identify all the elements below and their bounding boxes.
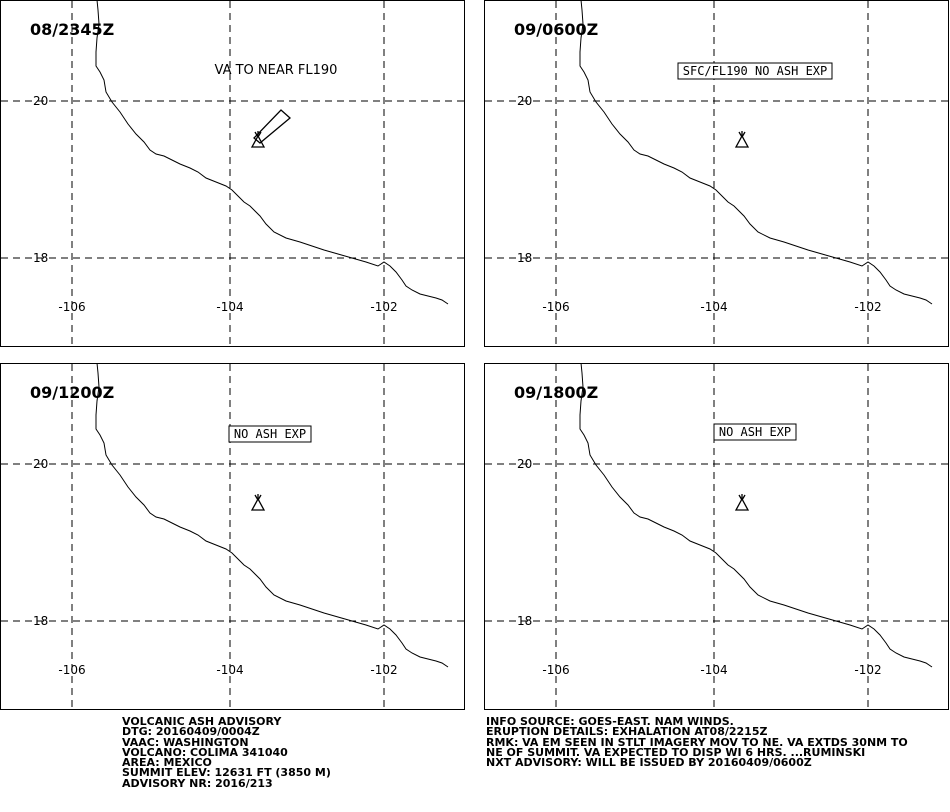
latitude-label: 18	[517, 614, 532, 628]
map-frame	[484, 363, 949, 710]
advisory-line: VOLCANIC ASH ADVISORY	[122, 715, 282, 728]
panel-time-title: 09/1200Z	[30, 383, 114, 402]
advisory-line: ERUPTION DETAILS: EXHALATION AT08/2215Z	[486, 725, 768, 739]
panel-time-title: 09/1800Z	[514, 383, 598, 402]
longitude-label: -104	[700, 663, 727, 677]
volcano-icon	[250, 494, 266, 511]
map-frame	[0, 0, 465, 347]
longitude-label: -104	[216, 663, 243, 677]
advisory-line: NE OF SUMMIT. VA EXPECTED TO DISP WI 6 H…	[486, 745, 866, 759]
latitude-label: 20	[517, 94, 532, 108]
longitude-label: -106	[542, 663, 569, 677]
latitude-label: 18	[517, 251, 532, 265]
advisory-info-left: VOLCANIC ASH ADVISORY DTG: 20160409/0004Z…	[122, 715, 331, 790]
map-canvas: 20 18 -106 -104 -102 09/1800Z NO ASH EXP	[484, 362, 949, 710]
forecast-note: NO ASH EXP	[719, 425, 791, 439]
map-frame	[484, 0, 949, 347]
coastline	[579, 0, 933, 305]
longitude-label: -104	[700, 300, 727, 314]
coastline	[95, 0, 449, 305]
panel-time-title: 08/2345Z	[30, 20, 114, 39]
advisory-line: ADVISORY NR: 2016/213	[122, 776, 273, 790]
longitude-label: -102	[370, 300, 397, 314]
coastline	[579, 362, 933, 668]
forecast-note: SFC/FL190 NO ASH EXP	[683, 64, 828, 78]
advisory-line: INFO SOURCE: GOES-EAST. NAM WINDS.	[486, 715, 734, 728]
panel-fcst-06: 20 18 -106 -104 -102 09/0600Z SFC/FL190 NO ASH…	[484, 0, 949, 347]
advisory-line: VOLCANO: COLIMA 341040	[122, 745, 288, 759]
coastline	[95, 362, 449, 668]
volcano-icon	[734, 131, 750, 148]
longitude-label: -102	[854, 663, 881, 677]
latitude-label: 18	[33, 251, 48, 265]
forecast-note: VA TO NEAR FL190	[215, 63, 338, 78]
panel-fcst-12: 20 18 -106 -104 -102 09/1200Z NO ASH EXP	[0, 362, 465, 710]
latitude-label: 18	[33, 614, 48, 628]
latitude-label: 20	[33, 94, 48, 108]
longitude-label: -106	[58, 663, 85, 677]
panel-obs: 20 18 -106 -104 -102 08/2345Z VA TO NEAR FL190	[0, 0, 465, 347]
advisory-info-right: INFO SOURCE: GOES-EAST. NAM WINDS. ERUPTI…	[486, 715, 908, 770]
no-ash-note-box: NO ASH EXP	[713, 423, 797, 441]
longitude-label: -106	[58, 300, 85, 314]
forecast-note: NO ASH EXP	[234, 427, 306, 441]
no-ash-note-box: SFC/FL190 NO ASH EXP	[677, 62, 833, 80]
map-canvas: 20 18 -106 -104 -102 08/2345Z VA TO NEAR FL190	[0, 0, 465, 347]
advisory-line: RMK: VA EM SEEN IN STLT IMAGERY MOV TO N…	[486, 735, 908, 749]
ash-cloud-polygon	[253, 109, 291, 144]
latitude-label: 20	[33, 457, 48, 471]
panel-time-title: 09/0600Z	[514, 20, 598, 39]
volcano-icon	[250, 131, 266, 148]
advisory-line: NXT ADVISORY: WILL BE ISSUED BY 20160409…	[486, 756, 812, 770]
advisory-line: AREA: MEXICO	[122, 756, 212, 770]
longitude-label: -102	[854, 300, 881, 314]
latitude-label: 20	[517, 457, 532, 471]
longitude-label: -102	[370, 663, 397, 677]
panel-fcst-18: 20 18 -106 -104 -102 09/1800Z NO ASH EXP	[484, 362, 949, 710]
map-canvas: 20 18 -106 -104 -102 09/1200Z NO ASH EXP	[0, 362, 465, 710]
advisory-line: DTG: 20160409/0004Z	[122, 725, 260, 739]
longitude-label: -104	[216, 300, 243, 314]
map-canvas: 20 18 -106 -104 -102 09/0600Z SFC/FL190 NO ASH…	[484, 0, 949, 347]
advisory-line: VAAC: WASHINGTON	[122, 735, 249, 749]
map-frame	[0, 363, 465, 710]
no-ash-note-box: NO ASH EXP	[228, 425, 312, 443]
advisory-line: SUMMIT ELEV: 12631 FT (3850 M)	[122, 766, 331, 780]
volcano-icon	[734, 494, 750, 511]
longitude-label: -106	[542, 300, 569, 314]
